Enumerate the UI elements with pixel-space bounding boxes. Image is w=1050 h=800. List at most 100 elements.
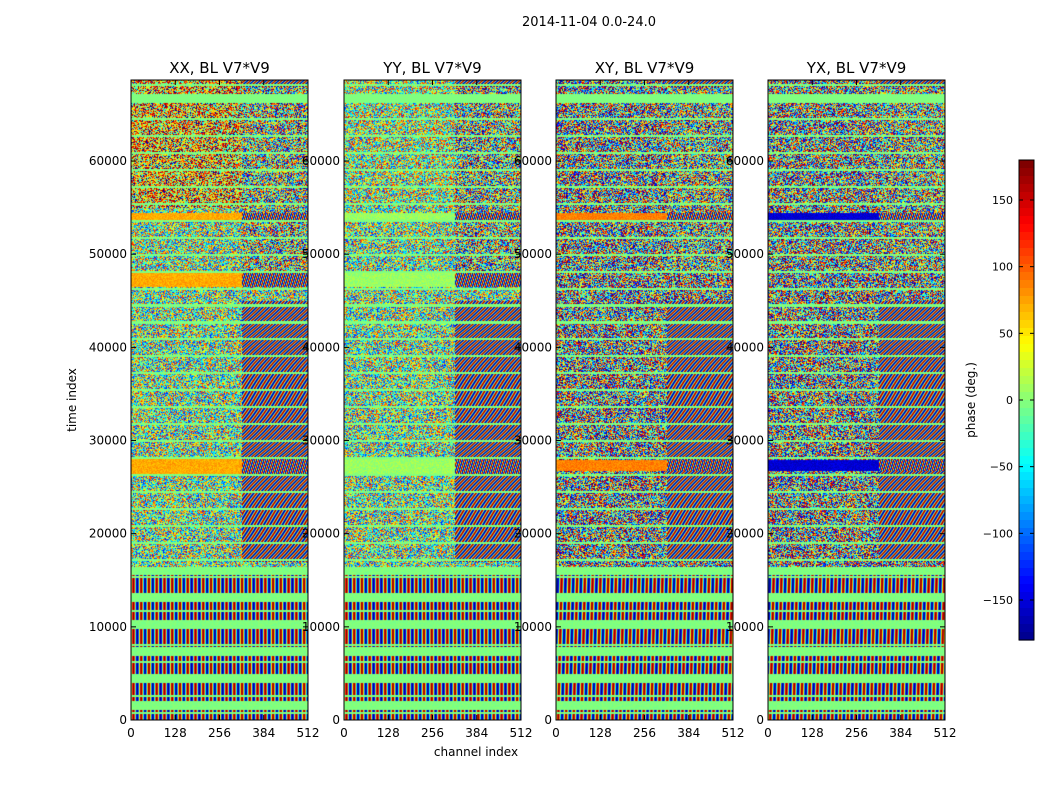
panel-xy: XY, BL V7*V9 0 128 256 384 512 0 10000 20000 3000… [514, 59, 745, 740]
panel-yy: YY, BL V7*V9 0 128 256 384 512 0 10000 20000 3000… [302, 59, 533, 740]
colorbar-segment [1019, 624, 1034, 633]
panels-group: XX, BL V7*V9 0 128 256 384 512 0 10000 20000 3000… [89, 59, 957, 740]
colorbar-segment [1019, 288, 1034, 297]
x-tick-label: 0 [340, 726, 348, 740]
colorbar-segment [1019, 376, 1034, 385]
x-tick-label: 128 [589, 726, 612, 740]
colorbar-segment [1019, 384, 1034, 393]
x-tick-label: 256 [208, 726, 231, 740]
y-tick-label: 60000 [89, 154, 127, 168]
colorbar-segment [1019, 440, 1034, 449]
panel-title: YY, BL V7*V9 [382, 59, 481, 77]
colorbar-segment [1019, 512, 1034, 521]
heatmap-image-xy [556, 80, 733, 720]
y-tick-label: 40000 [726, 340, 764, 354]
colorbar-segment [1019, 584, 1034, 593]
colorbar-segment [1019, 224, 1034, 233]
colorbar-segment [1019, 400, 1034, 409]
colorbar-segment [1019, 544, 1034, 553]
y-tick-label: 30000 [726, 434, 764, 448]
colorbar-segment [1019, 432, 1034, 441]
colorbar-segment [1019, 360, 1034, 369]
colorbar-segment [1019, 464, 1034, 473]
colorbar-segment [1019, 304, 1034, 313]
colorbar-segment [1019, 392, 1034, 401]
y-tick-label: 50000 [514, 247, 552, 261]
colorbar-segment [1019, 352, 1034, 361]
colorbar-segment [1019, 368, 1034, 377]
colorbar-segment [1019, 536, 1034, 545]
x-tick-label: 256 [421, 726, 444, 740]
x-axis-label: channel index [434, 745, 518, 759]
colorbar-segment [1019, 552, 1034, 561]
colorbar-segment [1019, 576, 1034, 585]
y-tick-label: 20000 [302, 527, 340, 541]
colorbar-segment [1019, 488, 1034, 497]
colorbar-tick-label: 50 [999, 327, 1013, 340]
x-tick-label: 128 [377, 726, 400, 740]
x-tick-label: 512 [722, 726, 745, 740]
y-tick-label: 0 [756, 713, 764, 727]
heatmap-image-yx [768, 80, 945, 720]
y-tick-label: 0 [119, 713, 127, 727]
x-tick-label: 384 [252, 726, 275, 740]
colorbar-segment [1019, 480, 1034, 489]
x-tick-label: 384 [465, 726, 488, 740]
y-tick-label: 40000 [514, 340, 552, 354]
x-tick-label: 384 [677, 726, 700, 740]
colorbar-segment [1019, 592, 1034, 601]
colorbar-segment [1019, 264, 1034, 273]
colorbar-segment [1019, 344, 1034, 353]
y-tick-label: 60000 [514, 154, 552, 168]
y-tick-label: 10000 [514, 620, 552, 634]
x-tick-label: 128 [801, 726, 824, 740]
colorbar-segment [1019, 416, 1034, 425]
colorbar-segment [1019, 240, 1034, 249]
x-tick-label: 128 [164, 726, 187, 740]
colorbar-segment [1019, 208, 1034, 217]
colorbar-segment [1019, 328, 1034, 337]
colorbar-segment [1019, 608, 1034, 617]
y-tick-label: 0 [332, 713, 340, 727]
colorbar-tick-label: −150 [983, 594, 1013, 607]
colorbar-segment [1019, 176, 1034, 185]
colorbar-tick-label: −100 [983, 527, 1013, 540]
colorbar-segment [1019, 560, 1034, 569]
colorbar-segment [1019, 520, 1034, 529]
panel-yx: YX, BL V7*V9 0 128 256 384 512 0 10000 20000 3000… [726, 59, 957, 740]
x-tick-label: 256 [633, 726, 656, 740]
y-tick-label: 30000 [302, 434, 340, 448]
x-tick-label: 0 [127, 726, 135, 740]
y-tick-label: 50000 [302, 247, 340, 261]
y-tick-label: 50000 [89, 247, 127, 261]
figure-suptitle: 2014-11-04 0.0-24.0 [522, 15, 656, 30]
y-tick-label: 0 [544, 713, 552, 727]
colorbar-segment [1019, 312, 1034, 321]
panel-title: YX, BL V7*V9 [806, 59, 907, 77]
x-tick-label: 512 [297, 726, 320, 740]
y-tick-label: 50000 [726, 247, 764, 261]
colorbar-segment [1019, 528, 1034, 537]
colorbar-segment [1019, 296, 1034, 305]
colorbar-segment [1019, 408, 1034, 417]
y-tick-label: 60000 [302, 154, 340, 168]
x-tick-label: 384 [889, 726, 912, 740]
colorbar-segment [1019, 168, 1034, 177]
colorbar-segment [1019, 200, 1034, 209]
colorbar-segment [1019, 336, 1034, 345]
colorbar-segment [1019, 280, 1034, 289]
y-tick-label: 20000 [89, 527, 127, 541]
colorbar-segment [1019, 256, 1034, 265]
x-tick-label: 0 [552, 726, 560, 740]
y-tick-label: 10000 [302, 620, 340, 634]
y-tick-label: 20000 [514, 527, 552, 541]
colorbar-label: phase (deg.) [964, 362, 978, 438]
colorbar-tick-label: 0 [1006, 394, 1013, 407]
colorbar-segment [1019, 192, 1034, 201]
y-tick-label: 10000 [89, 620, 127, 634]
colorbar-segment [1019, 568, 1034, 577]
x-tick-label: 512 [934, 726, 957, 740]
heatmap-image-yy [344, 80, 521, 720]
colorbar-segment [1019, 160, 1034, 169]
heatmap-image-xx [131, 80, 308, 720]
